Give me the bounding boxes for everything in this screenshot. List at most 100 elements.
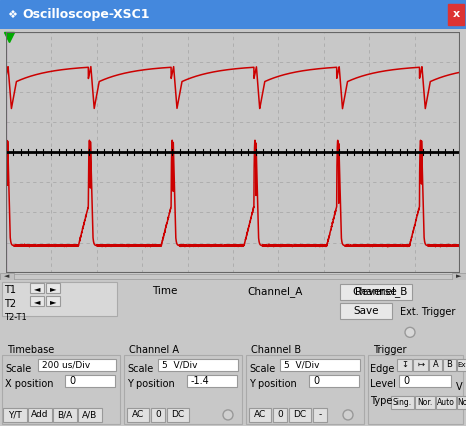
Bar: [429, 359, 442, 371]
Bar: [249, 408, 271, 422]
Text: Type: Type: [370, 396, 392, 406]
Text: Sing.: Sing.: [393, 398, 412, 407]
Text: ◄: ◄: [34, 297, 40, 306]
Bar: [448, 4, 464, 25]
Bar: [53, 408, 77, 422]
Bar: [457, 396, 466, 409]
Bar: [127, 408, 149, 422]
Text: None: None: [457, 398, 466, 407]
Text: ►: ►: [456, 273, 462, 279]
Text: ❖: ❖: [7, 9, 17, 20]
Text: T2-T1: T2-T1: [4, 314, 27, 322]
Text: 0: 0: [155, 410, 161, 420]
Bar: [413, 359, 428, 371]
Bar: [436, 396, 456, 409]
Bar: [273, 408, 287, 422]
Bar: [2, 282, 117, 317]
Text: x: x: [452, 9, 459, 20]
Text: V: V: [456, 382, 463, 391]
Text: -1.4: -1.4: [191, 376, 210, 386]
Text: AC: AC: [132, 410, 144, 420]
Bar: [167, 408, 189, 422]
Text: Level: Level: [370, 379, 396, 389]
Text: T1: T1: [4, 285, 16, 295]
Circle shape: [223, 410, 233, 420]
Bar: [443, 359, 456, 371]
Text: ↧: ↧: [401, 360, 408, 369]
Text: Timebase: Timebase: [7, 345, 54, 355]
Bar: [187, 374, 237, 387]
Text: A/B: A/B: [82, 410, 97, 420]
Text: Add: Add: [31, 410, 49, 420]
Bar: [246, 355, 364, 424]
Text: DC: DC: [171, 410, 185, 420]
Circle shape: [343, 410, 353, 420]
Text: 0: 0: [277, 410, 283, 420]
Bar: [65, 374, 115, 387]
Text: 5  V/Div: 5 V/Div: [162, 360, 198, 369]
Text: Nor.: Nor.: [418, 398, 432, 407]
Bar: [28, 408, 52, 422]
Text: 0: 0: [403, 376, 409, 386]
Text: Y/T: Y/T: [8, 410, 22, 420]
Text: Time: Time: [152, 286, 178, 296]
Bar: [313, 408, 327, 422]
Text: Scale: Scale: [5, 363, 31, 374]
Bar: [368, 355, 463, 424]
Text: Y position: Y position: [249, 379, 297, 389]
Text: Save: Save: [353, 306, 379, 317]
Text: Channel B: Channel B: [251, 345, 301, 355]
Bar: [38, 359, 116, 371]
Bar: [415, 396, 435, 409]
Text: 0: 0: [313, 376, 319, 386]
Bar: [158, 359, 238, 371]
Text: Y position: Y position: [127, 379, 175, 389]
Text: B/A: B/A: [57, 410, 73, 420]
Bar: [452, 273, 466, 280]
FancyBboxPatch shape: [340, 284, 412, 300]
Bar: [280, 359, 360, 371]
Bar: [397, 359, 412, 371]
Text: Edge: Edge: [370, 363, 394, 374]
FancyBboxPatch shape: [30, 283, 44, 294]
Text: Ext: Ext: [458, 362, 466, 368]
Bar: [78, 408, 102, 422]
Bar: [289, 408, 311, 422]
Text: ◄: ◄: [4, 273, 10, 279]
Bar: [0, 273, 466, 279]
Text: Channel_A: Channel_A: [247, 286, 303, 297]
Text: Oscilloscope-XSC1: Oscilloscope-XSC1: [22, 8, 150, 21]
FancyBboxPatch shape: [30, 296, 44, 306]
Text: ►: ►: [50, 284, 56, 293]
Circle shape: [405, 327, 415, 337]
Text: Channel_B: Channel_B: [352, 286, 408, 297]
Text: T2: T2: [4, 299, 16, 309]
Bar: [0, 273, 14, 280]
Text: Reverse: Reverse: [355, 287, 397, 297]
Text: Trigger: Trigger: [373, 345, 406, 355]
Text: Scale: Scale: [249, 363, 275, 374]
Text: ↦: ↦: [417, 360, 424, 369]
FancyBboxPatch shape: [46, 296, 60, 306]
Text: 200 us/Div: 200 us/Div: [42, 360, 90, 369]
Text: 0: 0: [69, 376, 75, 386]
Bar: [309, 374, 359, 387]
Text: ►: ►: [50, 297, 56, 306]
Text: X position: X position: [5, 379, 54, 389]
Text: ◄: ◄: [34, 284, 40, 293]
Bar: [457, 359, 466, 371]
Text: Channel A: Channel A: [129, 345, 179, 355]
FancyBboxPatch shape: [340, 303, 392, 320]
Bar: [399, 374, 451, 387]
Text: -: -: [318, 410, 322, 420]
Bar: [391, 396, 414, 409]
Text: A: A: [432, 360, 439, 369]
Text: Auto: Auto: [437, 398, 455, 407]
Text: AC: AC: [254, 410, 266, 420]
Text: Scale: Scale: [127, 363, 153, 374]
Text: B: B: [446, 360, 452, 369]
Bar: [2, 355, 120, 424]
Bar: [124, 355, 242, 424]
FancyBboxPatch shape: [46, 283, 60, 294]
Bar: [151, 408, 165, 422]
